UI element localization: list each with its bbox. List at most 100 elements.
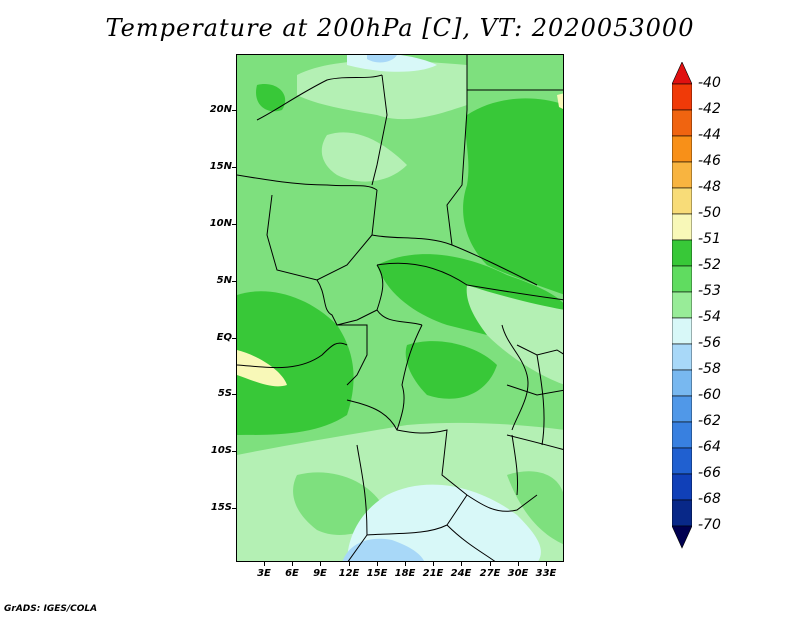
colorbar-label: -58 (698, 361, 721, 377)
lat-tick-mark (232, 394, 236, 395)
cool-patch-north (297, 60, 467, 120)
colorbar-label: -52 (698, 257, 721, 273)
blue-patch-north (367, 55, 397, 63)
border-eq-1 (316, 279, 368, 386)
colorbar-cell (672, 369, 692, 397)
lat-tick-mark (232, 508, 236, 509)
border-north-1 (256, 74, 383, 121)
colorbar-label: -44 (698, 127, 721, 143)
coast-west (237, 342, 348, 369)
blue-patch-south (342, 538, 425, 561)
border-mid-2 (371, 234, 538, 286)
lat-tick-mark (232, 338, 236, 339)
warm-patch-nw (256, 84, 286, 112)
colorbar-label: -51 (698, 231, 721, 247)
lon-tick-label: 33E (535, 568, 557, 579)
lon-tick-mark (518, 562, 519, 566)
lat-tick-mark (232, 224, 236, 225)
border-south-5 (446, 524, 496, 561)
colorbar-label: -48 (698, 179, 721, 195)
border-east-2 (506, 384, 563, 396)
country-borders (237, 55, 563, 561)
lat-tick-label: EQ (216, 332, 232, 343)
colorbar-cell (672, 239, 692, 267)
colorbar-cell (672, 265, 692, 293)
border-eq-2 (336, 309, 378, 326)
lon-tick-label: 24E (450, 568, 472, 579)
lon-tick-mark (377, 562, 378, 566)
colorbar-label: -68 (698, 491, 721, 507)
lat-tick-mark (232, 451, 236, 452)
colorbar-cell (672, 421, 692, 449)
colorbar (672, 62, 692, 549)
lon-tick-mark (349, 562, 350, 566)
colorbar-cell (672, 187, 692, 215)
colorbar-cell (672, 109, 692, 137)
border-south-3 (466, 494, 538, 512)
border-lakes (511, 434, 518, 496)
cool-patch-southeast (466, 285, 563, 385)
lon-tick-label: 30E (507, 568, 529, 579)
colorbar-cell (672, 161, 692, 189)
grads-credit: GrADS: IGES/COLA (4, 604, 98, 614)
lon-tick-mark (320, 562, 321, 566)
colorbar-label: -60 (698, 387, 721, 403)
map-field (237, 55, 563, 561)
lat-tick-label: 5S (217, 388, 232, 399)
warm-patch-east (463, 98, 563, 295)
colorbar-top-arrow (672, 62, 692, 85)
colorbar-label: -53 (698, 283, 721, 299)
lat-tick-label: 5N (216, 275, 232, 286)
border-drc-3 (501, 324, 529, 431)
colorbar-cell (672, 395, 692, 423)
border-east-1 (516, 344, 563, 356)
plot-title: Temperature at 200hPa [C], VT: 202005300… (105, 14, 695, 42)
lon-tick-mark (490, 562, 491, 566)
mid-patch-southeast (507, 471, 563, 545)
warm-patch-mid (405, 341, 497, 399)
border-north-2 (371, 74, 388, 186)
colorbar-bottom-arrow (672, 525, 692, 549)
lat-tick-label: 10N (209, 218, 232, 229)
colorbar-label: -54 (698, 309, 721, 325)
border-sahel (237, 174, 378, 191)
colorbar-cell (672, 447, 692, 475)
map-panel (236, 54, 564, 562)
border-north-3 (446, 55, 468, 246)
colorbar-label: -40 (698, 75, 721, 91)
colorbar-cell (672, 291, 692, 319)
lat-tick-label: 20N (209, 104, 232, 115)
colorbar-label: -46 (698, 153, 721, 169)
colorbar-cell (672, 317, 692, 345)
lon-tick-label: 18E (394, 568, 416, 579)
colorbar-label: -66 (698, 465, 721, 481)
lon-tick-label: 9E (313, 568, 327, 579)
colorbar-label: -56 (698, 335, 721, 351)
colorbar-cell (672, 83, 692, 111)
lon-tick-label: 27E (479, 568, 501, 579)
yellow-patch-ne (557, 93, 563, 109)
cool-patch-north2 (321, 132, 407, 182)
border-drc-1 (396, 324, 423, 431)
colorbar-cell (672, 499, 692, 527)
yellow-patch (237, 350, 287, 387)
colorbar-label: -50 (698, 205, 721, 221)
colorbar-cell (672, 213, 692, 241)
colorbar-cell (672, 473, 692, 501)
lat-tick-mark (232, 281, 236, 282)
border-car (376, 262, 563, 301)
border-south-2 (366, 494, 468, 536)
lon-tick-mark (405, 562, 406, 566)
lon-tick-label: 6E (285, 568, 299, 579)
lon-tick-mark (461, 562, 462, 566)
border-south-4 (347, 534, 368, 561)
lat-tick-label: 15S (210, 502, 232, 513)
lon-tick-label: 15E (366, 568, 388, 579)
border-drc-2 (346, 399, 468, 496)
lon-tick-mark (264, 562, 265, 566)
colorbar-label: -70 (698, 517, 721, 533)
border-mid-1 (266, 189, 378, 281)
colorbar-label: -62 (698, 413, 721, 429)
lat-tick-label: 15N (209, 161, 232, 172)
lat-tick-mark (232, 167, 236, 168)
